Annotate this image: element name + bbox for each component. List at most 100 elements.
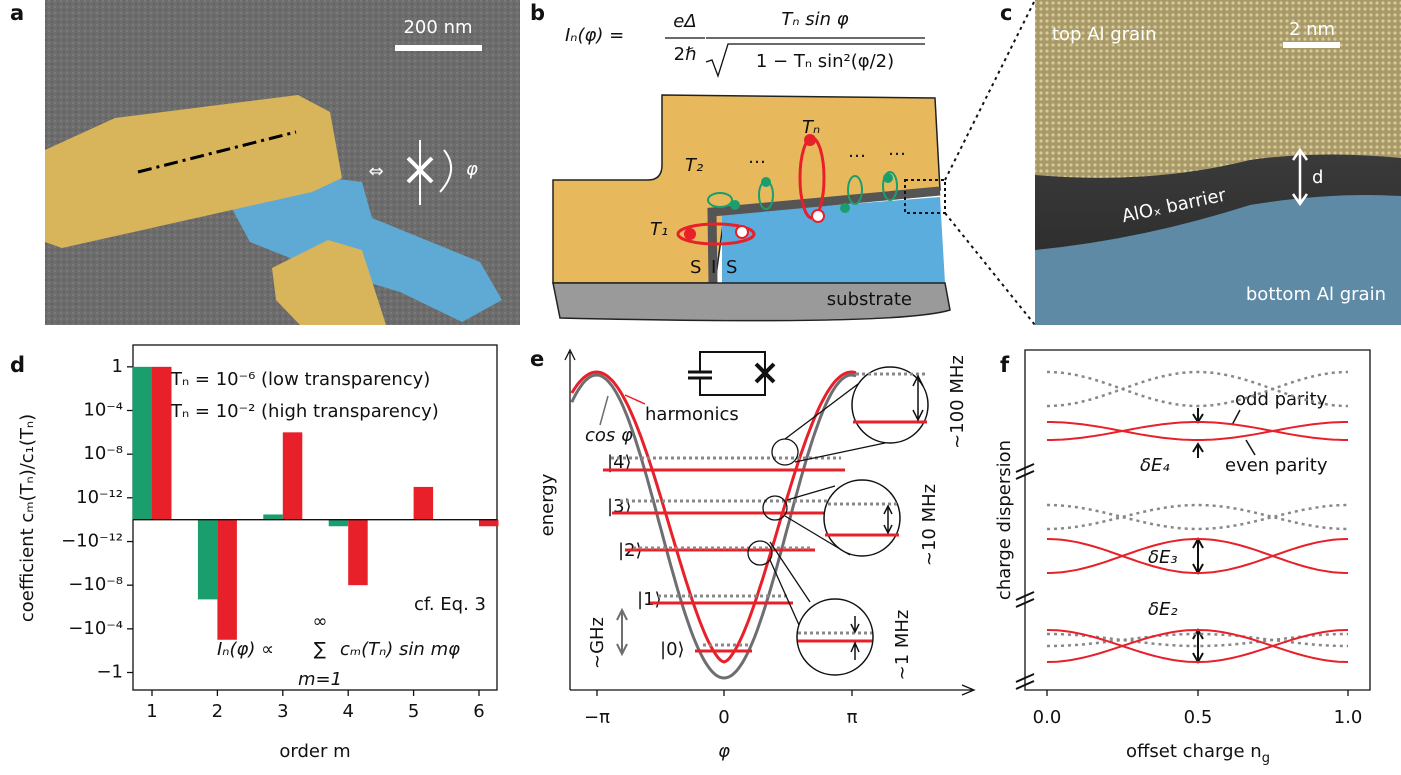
bar — [197, 519, 218, 600]
dispersion-curve — [1046, 629, 1349, 664]
harmonics-label: harmonics — [645, 404, 739, 425]
formula-num: Tₙ sin φ — [781, 9, 848, 30]
formula-part: ∑ — [314, 639, 326, 660]
tem-image: 2 nm top Al grain AlOₓ barrier bottom Al… — [1035, 0, 1401, 325]
dispersion-curve — [1047, 632, 1348, 648]
panel-label: b — [530, 1, 545, 25]
zoom-label: ∼10 MHz — [919, 484, 940, 566]
bottom-grain — [1035, 195, 1401, 325]
bar — [328, 519, 349, 527]
panel-label: a — [10, 1, 24, 25]
formula-den: 2ℏ — [674, 44, 697, 65]
zoom-insets — [747, 366, 929, 676]
x-tick-label: −π — [584, 707, 610, 728]
bar — [348, 519, 368, 586]
odd-label: odd parity — [1235, 389, 1328, 410]
t2-label: T₂ — [685, 155, 703, 176]
even-label: even parity — [1225, 455, 1328, 476]
bar — [132, 366, 152, 520]
pair — [811, 209, 825, 223]
x-axis-label: offset charge ng — [1126, 741, 1270, 766]
dots: … — [888, 139, 906, 160]
dots: … — [748, 147, 766, 168]
t1-label: T₁ — [650, 219, 668, 240]
phase-label: φ — [466, 159, 478, 180]
pointer — [624, 394, 646, 405]
junction-sketch: Iₙ(φ) = eΔ 2ℏ Tₙ sin φ 1 − Tₙ sin²(φ/2) … — [552, 0, 1036, 326]
axis-breaks — [1015, 463, 1035, 690]
y-axis-label: coefficient cₘ(Tₙ)/c₁(Tₙ) — [17, 414, 38, 622]
x-axis-label: order m — [279, 741, 350, 762]
state-label: |1⟩ — [637, 589, 662, 610]
insulator — [707, 186, 941, 284]
bottom-superconductor — [722, 197, 945, 283]
bar — [479, 519, 499, 527]
panel-label: f — [1000, 353, 1010, 377]
cut-line — [137, 130, 297, 174]
y-tick-label: −10⁻⁸ — [68, 574, 123, 595]
formula-part: Iₙ(φ) ∝ — [217, 639, 274, 660]
substrate — [552, 282, 951, 322]
dispersion-curve — [1046, 503, 1349, 531]
green-pairs — [730, 173, 893, 213]
pointer — [599, 395, 609, 426]
sem-image: 200 nm ⇔ φ — [45, 0, 520, 325]
scale-label: 200 nm — [403, 17, 472, 38]
x-axis-label: φ — [718, 741, 730, 762]
sqrt — [705, 43, 925, 79]
junction-cross — [406, 156, 434, 184]
x-tick-label: 0 — [718, 707, 729, 728]
s-label: S — [690, 257, 701, 278]
y-axis-label: energy — [537, 473, 558, 536]
dots: … — [848, 141, 866, 162]
harmonics-chart: coefficient cₘ(Tₙ)/c₁(Tₙ) order m cf. Eq… — [17, 344, 499, 762]
dispersion-curve — [1046, 370, 1349, 408]
bar — [282, 432, 303, 520]
x-tick-label: π — [847, 707, 858, 728]
dispersion-diagram: charge dispersion offset charge ng 0.0 0… — [994, 349, 1371, 766]
scale-label: 2 nm — [1289, 19, 1335, 40]
dispersion-curve — [1047, 421, 1348, 441]
s-label: S — [726, 257, 737, 278]
equiv-symbol: ⇔ — [368, 161, 383, 182]
x-tick-label: 1 — [146, 701, 157, 722]
x-tick-label: 0.5 — [1184, 707, 1213, 728]
pair — [684, 228, 696, 240]
dispersion-curve — [1047, 421, 1348, 441]
y-tick-label: 10⁻⁸ — [83, 443, 123, 464]
ghz-arrow — [616, 607, 628, 657]
annotation: cf. Eq. 3 — [414, 594, 486, 615]
zoom-line — [944, 212, 1036, 326]
y-tick-label: −1 — [96, 662, 123, 683]
zoom-large — [796, 366, 929, 676]
panel-label: d — [10, 353, 25, 377]
formula-num: eΔ — [673, 11, 696, 32]
y-tick-label: −10⁻¹² — [61, 531, 123, 552]
gap-label: δE₃ — [1148, 547, 1178, 568]
frame — [1024, 349, 1371, 691]
top-electrode — [45, 95, 342, 248]
y-tick-label: 10⁻¹² — [76, 487, 123, 508]
formula-den: 1 − Tₙ sin²(φ/2) — [756, 51, 894, 72]
pointer — [1231, 409, 1241, 426]
gap-arrow — [1192, 408, 1204, 458]
x-tick-label: 4 — [342, 701, 353, 722]
dispersion-curve — [1046, 538, 1349, 575]
tn-label: Tₙ — [802, 117, 820, 138]
x-tick-label: 2 — [212, 701, 223, 722]
legend-entry: Tₙ = 10⁻⁶ (low transparency) — [170, 369, 430, 390]
dispersion-curve — [1046, 628, 1349, 663]
zoom-line — [944, 0, 1036, 181]
bar — [413, 486, 434, 520]
pad — [272, 240, 386, 325]
x-tick-label: 0.0 — [1033, 707, 1062, 728]
bar — [263, 514, 283, 520]
state-label: |0⟩ — [660, 639, 685, 660]
circuit-symbol — [688, 351, 776, 396]
dispersion-curve — [1046, 537, 1349, 574]
panel-label: e — [530, 347, 544, 371]
energy-diagram: energy φ −π 0 π cos φ harmonics |0⟩ |1⟩ … — [537, 348, 976, 762]
pointer — [1245, 439, 1256, 456]
formula-part: ∞ — [313, 611, 328, 632]
